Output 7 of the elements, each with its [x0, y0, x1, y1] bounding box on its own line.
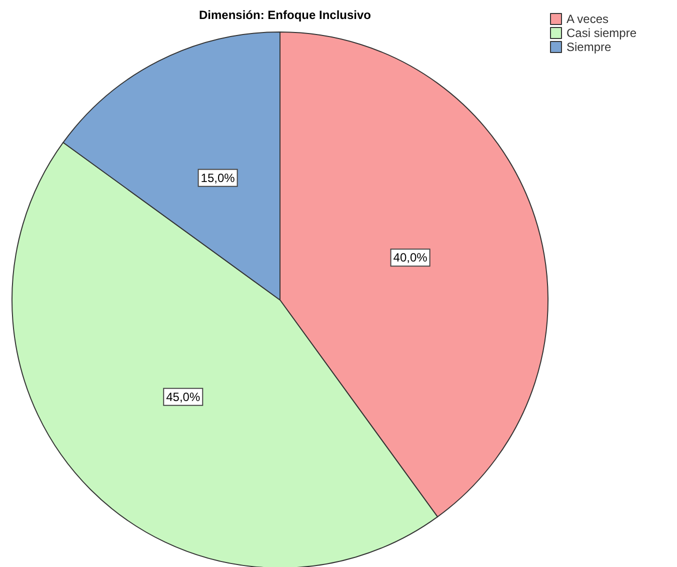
legend-label: A veces: [566, 12, 609, 26]
data-label: 40,0%: [393, 250, 428, 265]
data-label: 45,0%: [166, 390, 200, 404]
data-label: 15,0%: [200, 170, 236, 185]
legend-label: Casi siempre: [566, 26, 637, 40]
legend-label: Siempre: [566, 40, 612, 54]
chart-title: Dimensión: Enfoque Inclusivo: [198, 8, 372, 22]
